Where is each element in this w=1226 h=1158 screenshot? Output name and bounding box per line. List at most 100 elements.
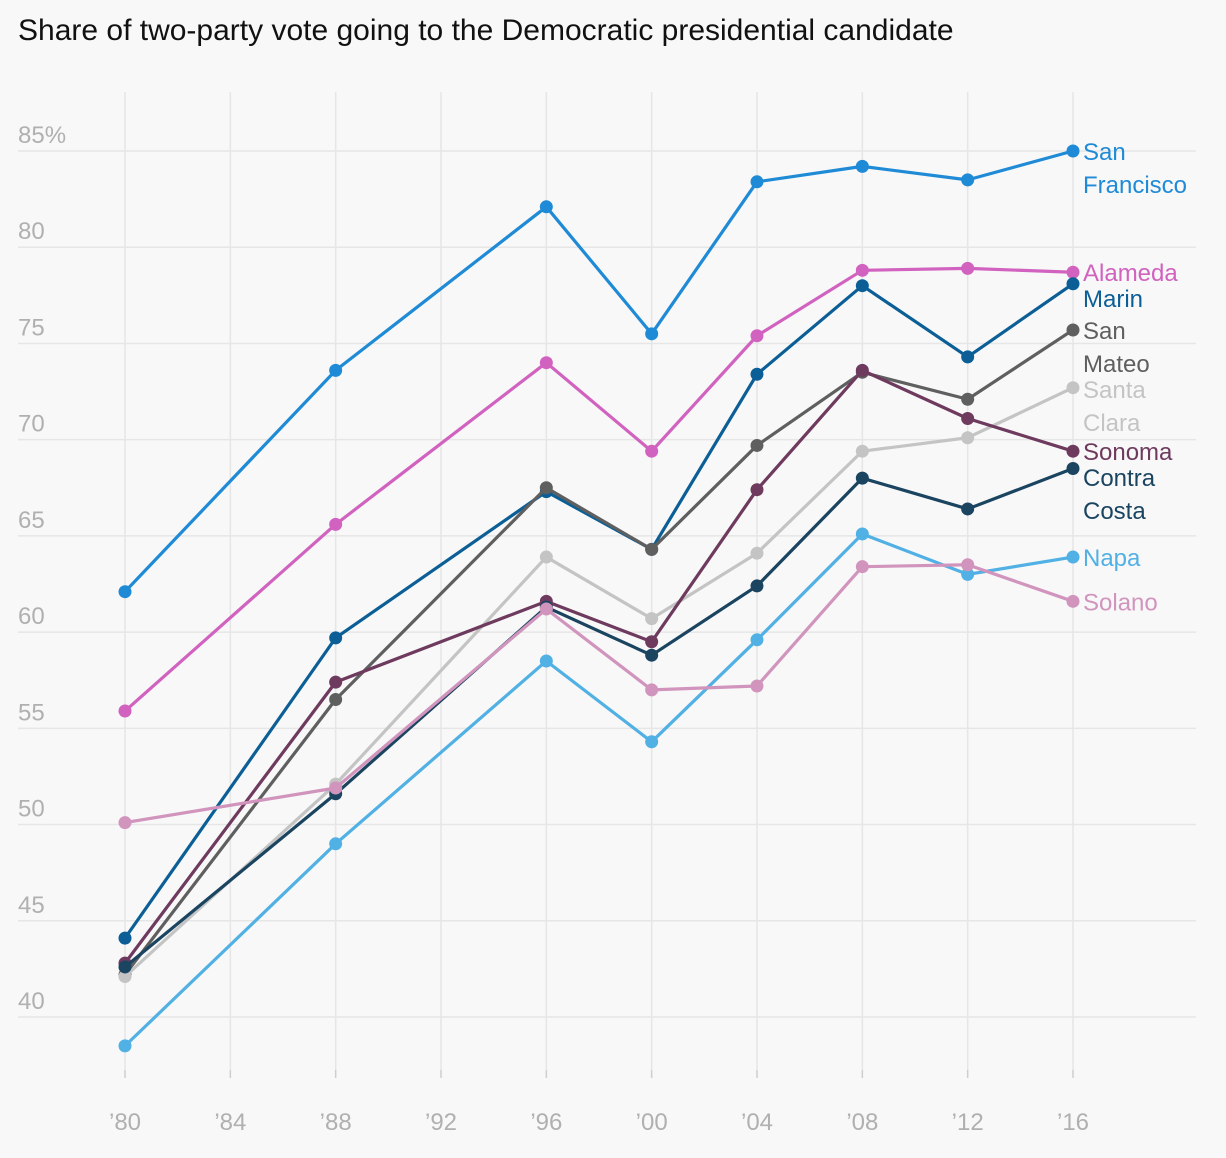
data-point-solano	[855, 560, 869, 574]
data-point-sonoma	[329, 675, 343, 689]
data-point-marin	[961, 350, 975, 364]
series-solano	[118, 558, 1080, 830]
data-point-solano	[750, 679, 764, 693]
series-san-francisco	[118, 144, 1080, 599]
data-point-napa	[961, 567, 975, 581]
data-point-napa	[329, 837, 343, 851]
grid	[18, 92, 1196, 1070]
series-label-alameda: Alameda	[1083, 260, 1178, 287]
data-point-santa-clara	[855, 444, 869, 458]
series-label-san-mateo: Mateo	[1083, 351, 1150, 378]
data-point-marin	[329, 631, 343, 645]
x-tick-label: ’96	[530, 1109, 562, 1136]
x-tick-label: ’00	[636, 1109, 668, 1136]
y-tick-label: 70	[18, 411, 45, 438]
data-point-alameda	[855, 263, 869, 277]
series-label-san-mateo: San	[1083, 318, 1126, 345]
series-label-santa-clara: Santa	[1083, 377, 1146, 404]
x-tick-label: ’08	[846, 1109, 878, 1136]
series-line-san-mateo	[123, 328, 1075, 977]
data-point-san-francisco	[645, 327, 659, 341]
data-point-san-francisco	[750, 175, 764, 189]
data-point-contra-costa	[961, 502, 975, 516]
data-point-marin	[118, 931, 132, 945]
data-point-contra-costa	[1066, 462, 1080, 476]
x-tick-label: ’80	[109, 1109, 141, 1136]
y-tick-label: 80	[18, 218, 45, 245]
data-point-contra-costa	[750, 579, 764, 593]
series-santa-clara	[118, 381, 1080, 984]
y-tick-label: 50	[18, 796, 45, 823]
data-point-marin	[1066, 277, 1080, 291]
series-san-mateo	[118, 323, 1080, 982]
chart-title: Share of two-party vote going to the Dem…	[18, 14, 954, 47]
data-point-solano	[961, 558, 975, 572]
data-point-solano	[329, 781, 343, 795]
series-label-contra-costa: Contra	[1083, 465, 1156, 492]
y-tick-label: 85%	[18, 122, 66, 149]
data-point-san-mateo	[539, 481, 553, 495]
data-point-san-francisco	[329, 363, 343, 377]
series-line-solano	[123, 563, 1075, 825]
data-point-napa	[539, 654, 553, 668]
data-point-santa-clara	[539, 550, 553, 564]
x-tick-label: ’16	[1057, 1109, 1089, 1136]
series-label-contra-costa: Costa	[1083, 498, 1146, 525]
data-point-contra-costa	[855, 471, 869, 485]
data-point-santa-clara	[118, 970, 132, 984]
data-point-san-francisco	[1066, 144, 1080, 158]
data-point-alameda	[961, 261, 975, 275]
data-point-sonoma	[1066, 444, 1080, 458]
series-line-santa-clara	[123, 386, 1075, 979]
x-tick-label: ’92	[425, 1109, 457, 1136]
data-point-san-mateo	[750, 438, 764, 452]
series-label-san-francisco: San	[1083, 139, 1126, 166]
series-napa	[118, 527, 1080, 1053]
series-label-san-francisco: Francisco	[1083, 172, 1187, 199]
data-point-san-mateo	[329, 692, 343, 706]
data-point-contra-costa	[118, 960, 132, 974]
series-alameda	[118, 261, 1080, 718]
series-line-marin	[123, 282, 1075, 940]
series-label-santa-clara: Clara	[1083, 410, 1141, 437]
data-point-contra-costa	[645, 648, 659, 662]
y-tick-label: 65	[18, 507, 45, 534]
series-line-contra-costa	[123, 466, 1075, 969]
data-point-napa	[118, 1039, 132, 1053]
series-line-alameda	[123, 266, 1075, 713]
series-label-solano: Solano	[1083, 589, 1158, 616]
data-point-alameda	[329, 517, 343, 531]
y-tick-label: 45	[18, 892, 45, 919]
y-tick-label: 40	[18, 988, 45, 1015]
x-tick-label: ’84	[214, 1109, 246, 1136]
y-tick-label: 55	[18, 699, 45, 726]
data-point-napa	[645, 735, 659, 749]
data-point-alameda	[645, 444, 659, 458]
series-line-sonoma	[123, 368, 1075, 965]
data-point-santa-clara	[961, 431, 975, 445]
x-tick-label: ’88	[320, 1109, 352, 1136]
y-tick-label: 75	[18, 314, 45, 341]
series-label-sonoma: Sonoma	[1083, 439, 1173, 466]
data-point-solano	[539, 602, 553, 616]
data-point-san-francisco	[539, 200, 553, 214]
data-point-sonoma	[961, 411, 975, 425]
y-tick-label: 60	[18, 603, 45, 630]
data-point-solano	[645, 683, 659, 697]
axes: 40 45 50 55 60 65 70 75 80 85% ’80 ’84 ’88 ’92 ’96 ’00 ’…	[18, 122, 1089, 1136]
series-line-san-francisco	[123, 149, 1075, 594]
data-point-napa	[750, 633, 764, 647]
series	[118, 144, 1080, 1053]
data-point-alameda	[750, 329, 764, 343]
series-marin	[118, 277, 1080, 945]
data-point-napa	[1066, 550, 1080, 564]
data-point-napa	[855, 527, 869, 541]
series-contra-costa	[118, 462, 1080, 974]
x-tick-label: ’04	[741, 1109, 773, 1136]
data-point-marin	[855, 279, 869, 293]
data-point-santa-clara	[1066, 381, 1080, 395]
data-point-sonoma	[855, 363, 869, 377]
data-point-san-francisco	[118, 585, 132, 599]
